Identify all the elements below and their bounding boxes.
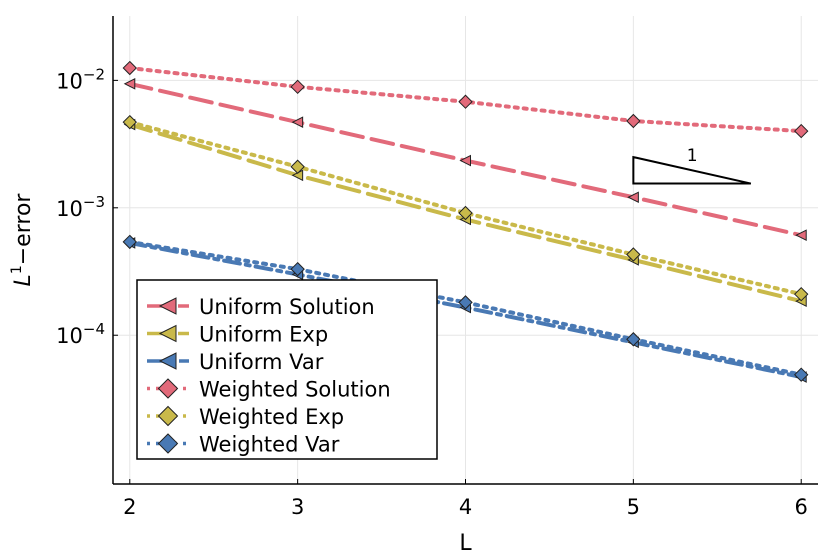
series-weighted-exp	[122, 114, 809, 302]
x-tick-label: 3	[291, 495, 304, 519]
y-tick-label: 10−2	[56, 65, 105, 93]
data-point	[794, 123, 809, 139]
legend-label: Uniform Exp	[199, 323, 328, 347]
data-point	[458, 295, 473, 310]
legend-marker	[157, 378, 179, 399]
data-point	[459, 154, 471, 167]
data-point	[626, 247, 641, 262]
y-tick-label: 10−4	[56, 320, 105, 348]
data-point	[458, 205, 473, 221]
legend-item: Weighted Var	[147, 433, 340, 457]
legend-marker	[158, 324, 177, 343]
axes: 2 3 4 5 6 10−2 10−3 10−4	[56, 16, 818, 519]
legend-item: Weighted Exp	[147, 405, 344, 429]
legend-item: Uniform Exp	[147, 323, 328, 347]
data-point	[794, 367, 809, 382]
legend-marker	[157, 405, 179, 427]
data-point	[626, 113, 641, 129]
data-point	[290, 79, 305, 95]
series-weighted-solution	[122, 60, 809, 139]
legend: Uniform Solution Uniform Exp Uniform Var We…	[136, 279, 438, 460]
x-tick-label: 5	[627, 495, 640, 519]
series-layer	[122, 60, 809, 383]
series-uniform-solution	[123, 77, 807, 241]
data-point	[122, 234, 137, 250]
data-point	[123, 77, 136, 90]
legend-label: Weighted Var	[199, 433, 340, 457]
slope-triangle-shape	[632, 155, 752, 185]
series-weighted-var	[122, 234, 809, 382]
legend-marker	[158, 297, 177, 315]
data-point	[291, 116, 304, 128]
x-tick-label: 2	[123, 495, 136, 519]
series-line	[127, 120, 804, 297]
slope-triangle: 1	[632, 146, 752, 185]
slope-triangle-label: 1	[687, 146, 698, 166]
data-point	[458, 94, 473, 109]
legend-label: Weighted Exp	[199, 405, 344, 429]
y-tick-label: 10−3	[56, 193, 105, 221]
x-tick-label: 6	[795, 495, 808, 519]
legend-label: Uniform Var	[199, 350, 324, 374]
legend-marker	[158, 352, 177, 370]
x-axis-label: L	[459, 531, 472, 556]
legend-item: Uniform Solution	[147, 295, 375, 319]
legend-label: Weighted Solution	[199, 378, 391, 402]
data-point	[627, 191, 639, 204]
y-axis-label-text: L1−error	[9, 193, 36, 287]
legend-item: Weighted Solution	[147, 378, 391, 402]
data-point	[794, 286, 809, 302]
data-point	[122, 60, 137, 76]
data-point	[795, 229, 807, 241]
data-point	[290, 261, 305, 277]
legend-box	[136, 279, 438, 460]
data-point	[122, 114, 137, 130]
data-point	[626, 332, 641, 347]
legend-marker	[157, 433, 179, 454]
y-axis-label: L1−error	[9, 193, 36, 287]
legend-item: Uniform Var	[147, 350, 324, 374]
legend-label: Uniform Solution	[199, 295, 375, 319]
x-tick-label: 4	[459, 495, 472, 519]
data-point	[290, 159, 305, 174]
